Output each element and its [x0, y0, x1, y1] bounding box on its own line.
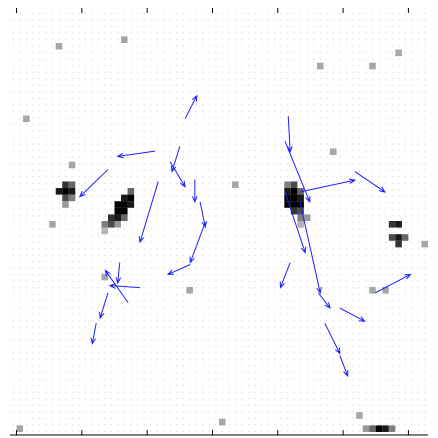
image-pixel — [17, 425, 24, 432]
image-pixel — [128, 195, 135, 202]
image-pixel — [395, 234, 402, 241]
image-pixel — [115, 214, 122, 221]
image-pixel — [121, 36, 128, 43]
image-pixel — [115, 221, 122, 228]
image-pixel — [62, 181, 69, 188]
image-pixel — [304, 214, 311, 221]
image-pixel — [62, 195, 69, 202]
image-pixel — [69, 188, 76, 195]
image-pixel — [291, 195, 298, 202]
image-pixel — [369, 287, 376, 294]
dotted-background — [10, 10, 428, 432]
image-pixel — [56, 43, 63, 50]
image-pixel — [128, 188, 135, 195]
chart — [0, 0, 438, 438]
image-pixel — [395, 241, 402, 248]
image-pixel — [395, 221, 402, 228]
image-pixel — [49, 221, 56, 228]
image-pixel — [115, 201, 122, 208]
image-pixel — [369, 63, 376, 70]
image-pixel — [128, 201, 135, 208]
image-pixel — [421, 241, 428, 248]
image-pixel — [356, 412, 363, 419]
image-pixel — [389, 234, 396, 241]
image-pixel — [330, 148, 337, 155]
image-pixel — [121, 214, 128, 221]
image-pixel — [121, 208, 128, 215]
image-pixel — [232, 181, 239, 188]
image-pixel — [369, 425, 376, 432]
image-pixel — [23, 116, 30, 123]
image-pixel — [115, 208, 122, 215]
image-pixel — [69, 181, 76, 188]
image-pixel — [101, 221, 108, 228]
image-pixel — [382, 425, 389, 432]
image-pixel — [186, 287, 193, 294]
image-pixel — [317, 63, 324, 70]
image-pixel — [62, 201, 69, 208]
image-pixel — [291, 188, 298, 195]
image-pixel — [297, 195, 304, 202]
image-pixel — [219, 419, 226, 426]
image-pixel — [69, 162, 76, 169]
image-pixel — [101, 228, 108, 235]
image-pixel — [284, 181, 291, 188]
image-pixel — [389, 221, 396, 228]
image-pixel — [402, 234, 409, 241]
image-pixel — [62, 188, 69, 195]
image-pixel — [101, 274, 108, 281]
image-pixel — [297, 221, 304, 228]
image-pixel — [56, 188, 63, 195]
image-pixel — [389, 425, 396, 432]
image-pixel — [69, 195, 76, 202]
image-pixel — [291, 181, 298, 188]
image-pixel — [395, 50, 402, 57]
image-pixel — [108, 214, 115, 221]
image-pixel — [108, 221, 115, 228]
image-pixel — [363, 425, 370, 432]
image-pixel — [121, 201, 128, 208]
image-pixel — [376, 425, 383, 432]
image-pixel — [291, 201, 298, 208]
image-pixel — [121, 195, 128, 202]
